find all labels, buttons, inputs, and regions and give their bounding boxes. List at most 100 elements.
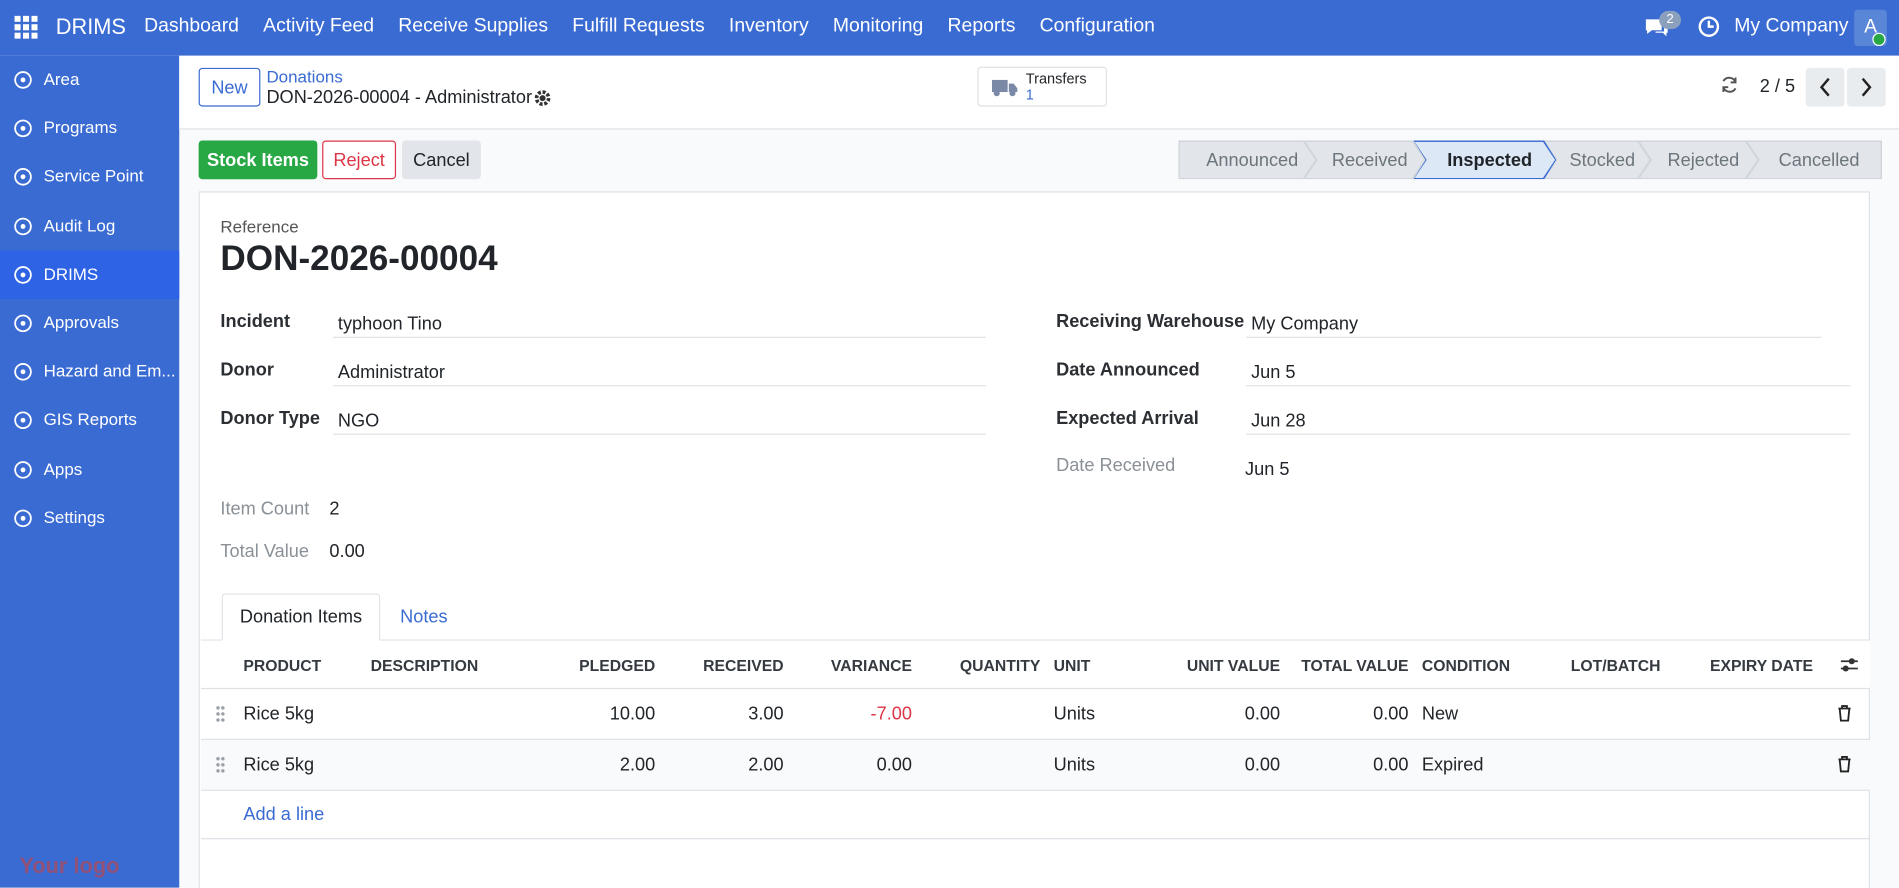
status-stage[interactable]: Announced (1178, 140, 1316, 179)
sidebar-icon (14, 314, 32, 333)
sidebar-label: Area (43, 69, 80, 89)
status-stage[interactable]: Received (1304, 140, 1425, 179)
status-stage[interactable]: Inspected (1413, 140, 1556, 179)
action-button[interactable]: Cancel (402, 140, 481, 180)
field-value[interactable]: Administrator (333, 360, 986, 387)
column-header[interactable]: RECEIVED (703, 656, 784, 675)
column-header[interactable]: PLEDGED (579, 656, 656, 675)
table-row[interactable] (201, 689, 1870, 740)
transfers-label: Transfers (1025, 69, 1087, 87)
status-stage[interactable]: Cancelled (1746, 140, 1883, 180)
table-cell: 10.00 (609, 703, 656, 725)
delete-icon[interactable] (1837, 756, 1852, 773)
field-label: Donor Type (220, 408, 321, 429)
menu-item[interactable]: Receive Supplies (398, 15, 549, 37)
status-label: Cancelled (1778, 149, 1860, 171)
field-label: Receiving Warehouse (1056, 311, 1245, 332)
menu-item[interactable]: Activity Feed (263, 15, 375, 37)
table-header (201, 640, 1870, 690)
field-label: Date Received (1056, 455, 1176, 476)
sidebar-label: Settings (43, 507, 105, 527)
sidebar-item[interactable]: DRIMS (0, 250, 180, 299)
table-row[interactable] (201, 739, 1870, 791)
logo-text: Your logo (19, 853, 120, 879)
column-header[interactable]: QUANTITY (959, 656, 1041, 675)
field-label: Expected Arrival (1056, 408, 1199, 429)
menu-item[interactable]: Configuration (1039, 15, 1155, 37)
sidebar-item[interactable]: Approvals (0, 299, 179, 347)
column-header[interactable]: UNIT VALUE (1186, 656, 1281, 675)
field-value[interactable]: Jun 5 (1246, 360, 1851, 387)
sidebar-item[interactable]: Apps (0, 445, 179, 493)
field-value[interactable]: typhoon Tino (333, 311, 986, 338)
action-button[interactable]: Stock Items (198, 140, 318, 180)
gear-icon[interactable] (534, 90, 551, 107)
column-header[interactable]: TOTAL VALUE (1301, 656, 1409, 675)
menu-item[interactable]: Reports (947, 15, 1016, 37)
tab[interactable]: Donation Items (221, 593, 381, 641)
activity-icon[interactable] (1698, 16, 1720, 38)
delete-icon[interactable] (1837, 705, 1852, 722)
pager-next[interactable] (1846, 67, 1886, 107)
sidebar-item[interactable]: Settings (0, 494, 179, 542)
column-header[interactable]: CONDITION (1421, 656, 1511, 675)
field-value[interactable]: NGO (333, 408, 986, 435)
status-stage[interactable]: Rejected (1639, 140, 1759, 179)
menu-item[interactable]: Dashboard (144, 15, 239, 37)
add-line[interactable]: Add a line (243, 804, 325, 825)
sidebar-item[interactable]: Programs (0, 104, 179, 152)
column-header[interactable]: PRODUCT (243, 656, 322, 675)
field-value: 0.00 (329, 541, 365, 562)
optional-columns-icon[interactable] (1840, 656, 1859, 673)
sidebar-label: DRIMS (43, 263, 99, 284)
column-header[interactable]: UNIT (1053, 656, 1091, 675)
apps-icon[interactable] (14, 15, 38, 39)
sidebar-item[interactable]: Area (0, 56, 179, 104)
sidebar-icon (14, 71, 32, 89)
table-cell: 0.00 (1244, 703, 1281, 725)
status-stage-fill: Cancelled (1747, 141, 1881, 179)
sidebar-item[interactable]: GIS Reports (0, 397, 179, 445)
column-header[interactable]: VARIANCE (830, 656, 912, 675)
menu-item[interactable]: Inventory (728, 15, 809, 37)
drag-handle[interactable] (215, 704, 226, 724)
sidebar-item[interactable]: Hazard and Em... (0, 348, 179, 396)
sidebar-label: Service Point (43, 166, 144, 186)
field-label: Incident (220, 311, 291, 332)
tab[interactable]: Notes (381, 593, 466, 640)
chat-badge: 2 (1659, 10, 1682, 30)
sidebar-label: Approvals (43, 312, 120, 332)
company-switcher[interactable]: My Company (1734, 15, 1849, 37)
column-header[interactable]: DESCRIPTION (370, 656, 479, 675)
tab-label: Notes (400, 606, 448, 628)
field-label: Donor (220, 359, 274, 381)
new-button[interactable]: New (198, 67, 261, 107)
field-label: Reference (220, 216, 299, 237)
table-cell: 0.00 (1373, 703, 1409, 725)
column-header[interactable]: EXPIRY DATE (1710, 656, 1814, 675)
column-header[interactable]: LOT/BATCH (1570, 656, 1661, 675)
pager[interactable]: 2 / 5 (1759, 76, 1796, 97)
status-stage[interactable]: Stocked (1544, 140, 1651, 179)
action-button[interactable]: Reject (322, 140, 397, 180)
tab-label: Donation Items (239, 606, 363, 628)
breadcrumb[interactable]: Donations (266, 66, 343, 86)
tab-strip-line (201, 639, 1870, 641)
sidebar-item[interactable]: Service Point (0, 153, 179, 201)
field-label: Total Value (220, 541, 309, 562)
drag-handle[interactable] (215, 755, 226, 774)
field-value[interactable]: Jun 28 (1246, 408, 1851, 435)
menu-item[interactable]: Fulfill Requests (572, 15, 705, 37)
field-value[interactable]: My Company (1246, 311, 1822, 338)
menu-item[interactable]: Monitoring (832, 15, 924, 37)
transfers-button[interactable]: Transfers 1 (977, 66, 1107, 107)
pager-previous[interactable] (1805, 67, 1845, 107)
sidebar-icon (14, 217, 32, 235)
refresh-icon[interactable] (1720, 75, 1739, 94)
sidebar-item[interactable]: Audit Log (0, 202, 179, 250)
app-name[interactable]: DRIMS (55, 14, 126, 39)
status-label: Rejected (1667, 149, 1740, 171)
table-cell: Rice 5kg (243, 703, 315, 725)
table-cell: Units (1053, 703, 1096, 725)
